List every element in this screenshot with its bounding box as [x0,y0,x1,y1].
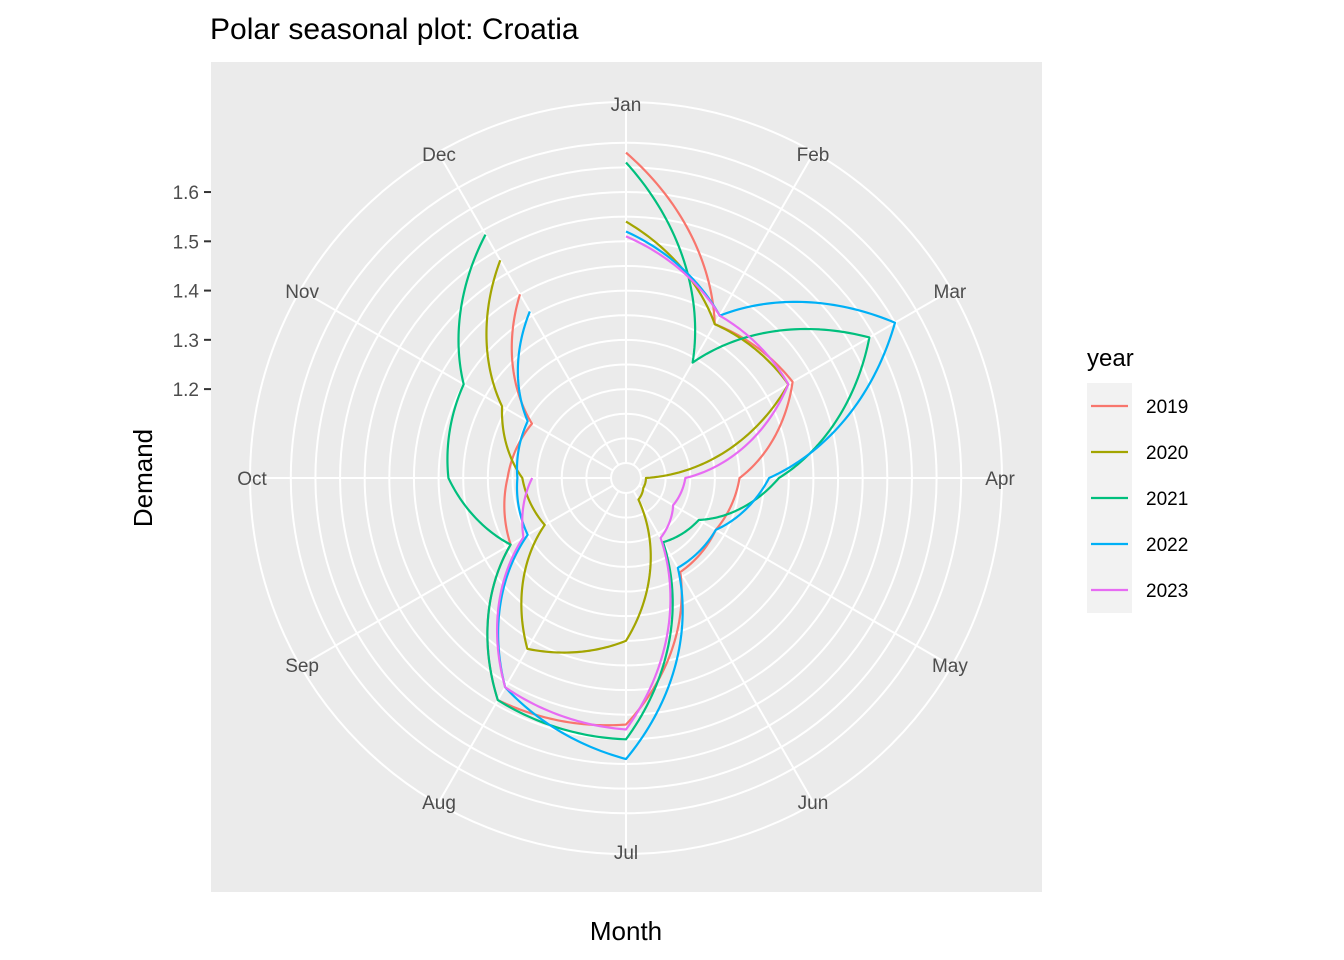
grid-spoke [638,289,953,472]
month-labels: Jan Feb Mar Apr May Jun Jul Aug Sep Oct Nov Dec [237,95,1015,864]
legend-label-2022: 2022 [1146,535,1188,556]
y-tick-label: 1.5 [173,232,199,253]
series-line-2019 [486,151,794,727]
month-label-mar: Mar [934,282,967,303]
legend: year 2019 2020 2021 2022 2023 [1087,345,1188,613]
month-label-oct: Oct [237,469,267,490]
legend-label-2020: 2020 [1146,443,1188,464]
grid-spoke [299,289,614,472]
grid-spoke [632,151,815,466]
series-line-2021 [446,161,871,741]
y-tick-label: 1.2 [173,380,199,401]
month-label-jun: Jun [798,793,829,814]
month-label-nov: Nov [285,282,319,303]
month-label-may: May [932,656,968,677]
legend-label-2021: 2021 [1146,489,1188,510]
month-label-apr: Apr [985,469,1015,490]
month-label-sep: Sep [285,656,319,677]
y-tick-label: 1.3 [173,331,199,352]
series-line-2022 [497,230,897,761]
legend-label-2023: 2023 [1146,581,1188,602]
grid-spoke [638,484,953,667]
polar-grid [249,101,1003,855]
series-line-2023 [495,235,790,731]
month-label-jul: Jul [614,843,638,864]
month-label-feb: Feb [797,145,830,166]
series-layer [446,151,897,761]
grid-spoke [437,151,620,466]
month-label-jan: Jan [611,95,642,116]
legend-title: year [1087,345,1134,372]
legend-label-2019: 2019 [1146,397,1188,418]
y-axis-title: Demand [128,429,158,527]
month-label-aug: Aug [422,793,456,814]
y-tick-label: 1.6 [173,183,199,204]
y-axis: 1.2 1.3 1.4 1.5 1.6 [173,183,211,401]
month-label-dec: Dec [422,145,456,166]
grid-spoke [299,484,614,667]
y-tick-label: 1.4 [173,282,200,303]
grid-spoke [437,490,620,805]
chart-title: Polar seasonal plot: Croatia [210,13,579,46]
x-axis-title: Month [590,916,662,946]
